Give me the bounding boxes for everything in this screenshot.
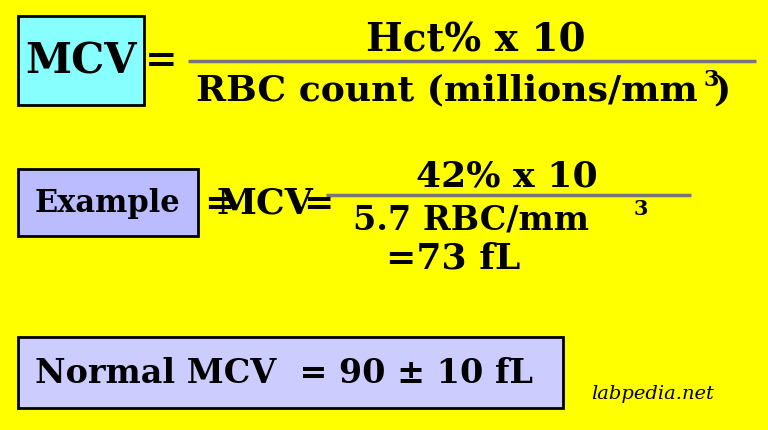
FancyBboxPatch shape	[18, 338, 563, 408]
Text: 3: 3	[634, 199, 648, 218]
Text: =: =	[204, 187, 234, 220]
Text: =73 fL: =73 fL	[386, 241, 520, 275]
FancyBboxPatch shape	[18, 17, 144, 105]
Text: 42% x 10: 42% x 10	[416, 160, 598, 193]
Text: ): )	[713, 74, 730, 107]
Text: MCV: MCV	[217, 187, 313, 220]
Text: MCV: MCV	[25, 40, 137, 82]
Text: 3: 3	[703, 68, 719, 91]
Text: Example: Example	[35, 188, 180, 219]
Text: =: =	[145, 42, 177, 80]
Text: RBC count (millions/mm: RBC count (millions/mm	[196, 74, 697, 107]
Text: labpedia.net: labpedia.net	[591, 384, 714, 402]
Text: 5.7 RBC/mm: 5.7 RBC/mm	[353, 203, 589, 236]
Text: Hct% x 10: Hct% x 10	[366, 22, 586, 60]
Text: Normal MCV  = 90 ± 10 fL: Normal MCV = 90 ± 10 fL	[35, 356, 533, 389]
Text: =: =	[303, 187, 334, 220]
FancyBboxPatch shape	[18, 170, 198, 236]
